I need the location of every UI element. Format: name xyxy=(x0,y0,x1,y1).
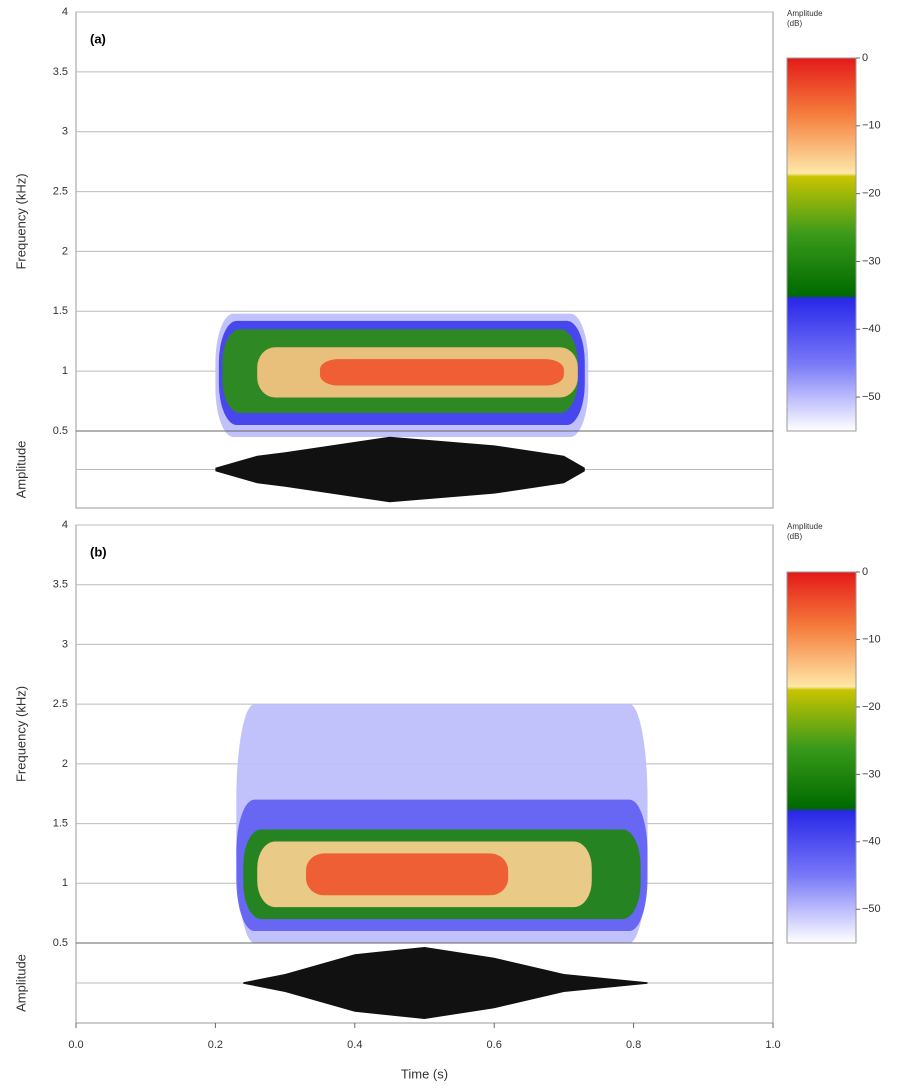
x-tick-label: 0.2 xyxy=(208,1039,223,1051)
colorbar-tick-label: 0 xyxy=(862,566,868,578)
colorbar-tick-label: −30 xyxy=(862,768,881,780)
wave-axis-title: Amplitude xyxy=(13,954,28,1012)
x-axis-title: Time (s) xyxy=(401,1066,448,1081)
y-tick-label: 0.5 xyxy=(53,425,68,437)
y-tick-label: 4 xyxy=(62,519,68,531)
colorbar-title: Amplitude (dB) xyxy=(787,9,839,29)
y-tick-label: 3 xyxy=(62,638,68,650)
y-tick-label: 3.5 xyxy=(53,66,68,78)
spectrogram-contour xyxy=(306,853,508,895)
colorbar-tick-label: −50 xyxy=(862,391,881,403)
wave-axis-title: Amplitude xyxy=(13,441,28,499)
y-tick-label: 1.5 xyxy=(53,817,68,829)
colorbar-tick-label: −40 xyxy=(862,836,881,848)
spectrogram-contour xyxy=(320,359,564,385)
y-tick-label: 3 xyxy=(62,126,68,138)
x-tick-label: 1.0 xyxy=(765,1039,780,1051)
colorbar-title-box: Amplitude (dB) xyxy=(787,522,839,552)
y-tick-label: 2 xyxy=(62,245,68,257)
colorbar-tick-label: −10 xyxy=(862,120,881,132)
y-axis-title: Frequency (kHz) xyxy=(13,686,28,782)
colorbar-tick-label: −40 xyxy=(862,323,881,335)
colorbar-title-box: Amplitude (dB) xyxy=(787,9,839,39)
panel-label: (a) xyxy=(90,31,106,46)
x-tick-label: 0.0 xyxy=(68,1039,83,1051)
y-axis-title: Frequency (kHz) xyxy=(13,173,28,269)
colorbar-tick-label: 0 xyxy=(862,52,868,64)
y-tick-label: 1 xyxy=(62,877,68,889)
colorbar-tick-label: −20 xyxy=(862,701,881,713)
panel-label: (b) xyxy=(90,544,107,559)
waveform xyxy=(215,437,584,503)
waveform xyxy=(243,947,647,1019)
x-tick-label: 0.4 xyxy=(347,1039,362,1051)
colorbar-tick-label: −50 xyxy=(862,903,881,915)
colorbar xyxy=(787,58,856,431)
y-tick-label: 2.5 xyxy=(53,185,68,197)
y-tick-label: 3.5 xyxy=(53,579,68,591)
y-tick-label: 0.5 xyxy=(53,937,68,949)
colorbar-tick-label: −10 xyxy=(862,633,881,645)
x-tick-label: 0.6 xyxy=(487,1039,502,1051)
colorbar-tick-label: −30 xyxy=(862,255,881,267)
y-tick-label: 1.5 xyxy=(53,305,68,317)
x-tick-label: 0.8 xyxy=(626,1039,641,1051)
y-tick-label: 1 xyxy=(62,365,68,377)
y-tick-label: 2 xyxy=(62,758,68,770)
colorbar xyxy=(787,572,856,943)
y-tick-label: 2.5 xyxy=(53,698,68,710)
colorbar-tick-label: −20 xyxy=(862,188,881,200)
colorbar-title: Amplitude (dB) xyxy=(787,522,839,542)
y-tick-label: 4 xyxy=(62,6,68,18)
